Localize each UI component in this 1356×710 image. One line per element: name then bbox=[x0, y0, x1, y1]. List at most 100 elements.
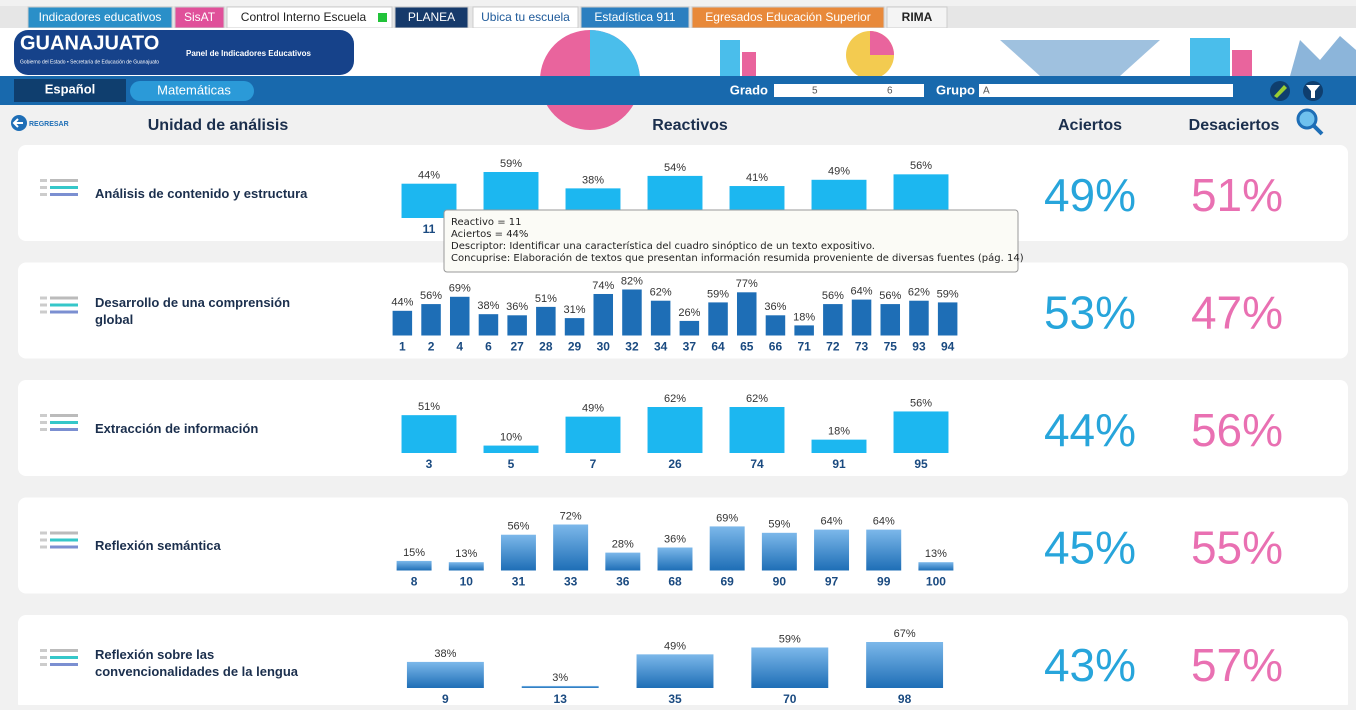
row-icon-line bbox=[40, 179, 47, 182]
tab-label[interactable]: SisAT bbox=[184, 10, 216, 24]
bar[interactable] bbox=[680, 321, 700, 336]
bar[interactable] bbox=[766, 315, 786, 335]
bar[interactable] bbox=[918, 562, 953, 570]
item-label: 30 bbox=[597, 340, 611, 354]
bar[interactable] bbox=[622, 290, 642, 336]
row-icon-line bbox=[40, 649, 47, 652]
bar[interactable] bbox=[751, 647, 828, 688]
aciertos: 43% bbox=[1044, 639, 1136, 691]
row-icon-line bbox=[40, 193, 47, 196]
item-label: 35 bbox=[668, 692, 682, 705]
bar[interactable] bbox=[648, 407, 703, 453]
item-label: 8 bbox=[411, 575, 418, 589]
row-name: Desarrollo de una comprensión global bbox=[95, 294, 330, 328]
bar[interactable] bbox=[637, 654, 714, 688]
tab-label[interactable]: Estadística 911 bbox=[594, 10, 675, 24]
bar[interactable] bbox=[812, 440, 867, 453]
bar[interactable] bbox=[710, 526, 745, 570]
item-label: 31 bbox=[512, 575, 526, 589]
value-label: 82% bbox=[621, 275, 643, 287]
bar[interactable] bbox=[852, 300, 872, 336]
item-label: 2 bbox=[428, 340, 435, 354]
bar[interactable] bbox=[566, 417, 621, 453]
aciertos: 45% bbox=[1044, 522, 1136, 574]
row-icon-line bbox=[40, 186, 47, 189]
bar[interactable] bbox=[593, 294, 613, 336]
item-label: 98 bbox=[898, 692, 912, 705]
bar[interactable] bbox=[794, 325, 814, 335]
value-label: 49% bbox=[582, 403, 604, 415]
analysis-row: Extracción de información51%310%549%762%… bbox=[18, 380, 1348, 476]
value-label: 56% bbox=[879, 290, 901, 302]
item-label: 13 bbox=[554, 692, 568, 705]
row-icon-line bbox=[50, 539, 78, 542]
bar[interactable] bbox=[605, 553, 640, 571]
logo-title: GUANAJUATO bbox=[20, 32, 159, 54]
bar[interactable] bbox=[814, 530, 849, 571]
grupo-value[interactable]: A bbox=[983, 86, 990, 97]
bar[interactable] bbox=[402, 415, 457, 453]
bar[interactable] bbox=[407, 662, 484, 688]
bar[interactable] bbox=[737, 292, 757, 335]
row-name: Análisis de contenido y estructura bbox=[95, 185, 330, 202]
bar[interactable] bbox=[658, 548, 693, 571]
row-icon-line bbox=[40, 428, 47, 431]
tab-label[interactable]: Indicadores educativos bbox=[39, 10, 162, 24]
bar[interactable] bbox=[522, 686, 599, 688]
bar[interactable] bbox=[450, 297, 470, 336]
grupo-input[interactable] bbox=[979, 84, 1233, 97]
bar[interactable] bbox=[393, 311, 413, 336]
bar[interactable] bbox=[484, 446, 539, 453]
aciertos: 53% bbox=[1044, 287, 1136, 339]
row-icon-line bbox=[50, 179, 78, 182]
bar[interactable] bbox=[730, 407, 785, 453]
grado-from[interactable]: 5 bbox=[812, 86, 818, 97]
bar[interactable] bbox=[501, 535, 536, 571]
bar[interactable] bbox=[507, 315, 527, 335]
bar[interactable] bbox=[708, 302, 728, 335]
bar[interactable] bbox=[479, 314, 499, 335]
value-label: 13% bbox=[455, 548, 477, 560]
bar[interactable] bbox=[553, 525, 588, 571]
bar[interactable] bbox=[762, 533, 797, 571]
bar[interactable] bbox=[894, 411, 949, 453]
tab-label[interactable]: Ubica tu escuela bbox=[481, 10, 570, 24]
bar[interactable] bbox=[938, 302, 958, 335]
row-name-box: Reflexión semántica bbox=[95, 518, 335, 574]
bar[interactable] bbox=[397, 561, 432, 571]
search-button[interactable] bbox=[1298, 110, 1316, 128]
desaciertos: 47% bbox=[1191, 287, 1283, 339]
tab-label[interactable]: RIMA bbox=[902, 10, 933, 24]
bar[interactable] bbox=[880, 304, 900, 335]
tab-label[interactable]: Control Interno Escuela bbox=[241, 10, 367, 24]
value-label: 44% bbox=[391, 297, 413, 309]
tab-label[interactable]: Egresados Educación Superior bbox=[705, 10, 870, 24]
bar[interactable] bbox=[565, 318, 585, 335]
bar[interactable] bbox=[909, 301, 929, 336]
item-label: 1 bbox=[399, 340, 406, 354]
row-name-box: Análisis de contenido y estructura bbox=[95, 165, 335, 221]
bar[interactable] bbox=[823, 304, 843, 335]
grado-input[interactable] bbox=[774, 84, 924, 97]
bar[interactable] bbox=[421, 304, 441, 335]
tab-label[interactable]: PLANEA bbox=[408, 10, 455, 24]
row-name: Reflexión sobre las convencionalidades d… bbox=[95, 646, 330, 680]
bar[interactable] bbox=[449, 562, 484, 570]
value-label: 74% bbox=[592, 280, 614, 292]
row-icon-line bbox=[40, 304, 47, 307]
row-icon-line bbox=[40, 546, 47, 549]
subject-label[interactable]: Matemáticas bbox=[157, 82, 231, 97]
bar[interactable] bbox=[651, 301, 671, 336]
grado-to[interactable]: 6 bbox=[887, 86, 893, 97]
row-icon-line bbox=[40, 414, 47, 417]
bar[interactable] bbox=[866, 530, 901, 571]
subject-label[interactable]: Español bbox=[45, 81, 96, 96]
bar[interactable] bbox=[536, 307, 556, 336]
back-label[interactable]: REGRESAR bbox=[29, 121, 69, 128]
row-icon-line bbox=[40, 532, 47, 535]
item-label: 32 bbox=[625, 340, 639, 354]
row-icon-line bbox=[40, 656, 47, 659]
bar[interactable] bbox=[866, 642, 943, 688]
row-icon-line bbox=[40, 663, 47, 666]
item-label: 97 bbox=[825, 575, 839, 589]
